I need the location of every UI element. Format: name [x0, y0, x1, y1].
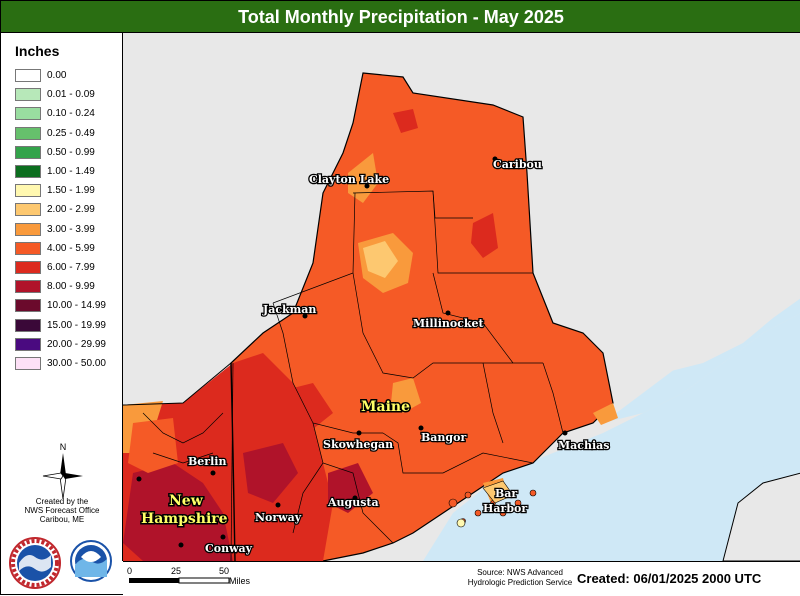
- legend-label: 0.10 - 0.24: [47, 108, 95, 120]
- source-text: Source: NWS Advanced Hydrologic Predicti…: [455, 568, 585, 588]
- agency-logos: [9, 537, 112, 589]
- credit-line-3: Caribou, ME: [39, 515, 85, 524]
- nh-vt-border: [123, 362, 232, 406]
- city-markers: [136, 156, 568, 548]
- legend-label: 0.25 - 0.49: [47, 127, 95, 139]
- heavy-rain-patch-2: [328, 463, 373, 513]
- state-label-maine: Maine: [361, 399, 410, 415]
- legend-label: 10.00 - 14.99: [47, 300, 106, 312]
- light-rain-central: [391, 378, 421, 413]
- light-rain-north-3: [363, 241, 398, 278]
- heavy-rain-nh-core: [123, 463, 233, 561]
- legend-swatch: [15, 357, 41, 370]
- legend-label: 4.00 - 5.99: [47, 242, 95, 254]
- legend-swatch: [15, 126, 41, 140]
- legend-label: 6.00 - 7.99: [47, 262, 95, 273]
- city-label-caribou: Caribou: [493, 158, 542, 171]
- nova-scotia-land: [722, 472, 800, 561]
- state-label-nh-line-2: Hampshire: [141, 511, 228, 527]
- scale-tick-25: 25: [171, 566, 182, 576]
- city-label-bar-harbor-line-1: Bar: [495, 487, 517, 500]
- legend-label: 20.00 - 29.99: [47, 338, 106, 350]
- credit-line-1: Created by the: [35, 497, 89, 506]
- city-label-bangor: Bangor: [421, 431, 466, 444]
- legend-panel: Inches 0.00 0.01 - 0.09 0.10 - 0.24 0.25 - …: [1, 33, 123, 589]
- scale-bar-icon: [129, 577, 230, 584]
- legend-swatch: [15, 337, 41, 351]
- noaa-logo-icon: [70, 540, 112, 582]
- legend-swatch: [15, 203, 41, 217]
- legend-label: 0.50 - 0.99: [47, 146, 95, 158]
- legend-swatch: [15, 299, 41, 313]
- city-label-skowhegan: Skowhegan: [323, 438, 393, 451]
- legend-swatch: [15, 184, 41, 198]
- nh-maine-border: [230, 362, 236, 561]
- legend-label: 30.00 - 50.00: [47, 358, 106, 369]
- credit-text: Created by the NWS Forecast Office Carib…: [7, 497, 117, 524]
- north-label: N: [60, 442, 67, 452]
- legend-label: 8.00 - 9.99: [47, 281, 95, 293]
- legend-swatch: [15, 69, 41, 82]
- legend-label: 2.00 - 2.99: [47, 204, 95, 216]
- legend-swatch: [15, 165, 41, 178]
- scale-tick-0: 0: [127, 566, 133, 576]
- legend-swatch: [15, 241, 41, 255]
- legend-swatch: [15, 88, 41, 102]
- legend-swatch: [15, 261, 41, 274]
- legend-swatch: [15, 318, 41, 332]
- footer-bar: 0 25 50 Miles Source: NWS Advanced Hydro…: [123, 561, 800, 596]
- legend-swatch: [15, 222, 41, 236]
- page-title: Total Monthly Precipitation - May 2025: [1, 1, 800, 33]
- nws-logo-icon: [9, 537, 61, 589]
- legend-label: 1.50 - 1.99: [47, 185, 95, 197]
- city-label-conway: Conway: [205, 542, 253, 555]
- mount-desert-island: [482, 480, 514, 504]
- light-rain-coast-2: [593, 403, 618, 425]
- source-line-1: Source: NWS Advanced: [477, 568, 563, 577]
- heavy-rain-patch-1: [243, 443, 298, 503]
- scale-tick-50: 50: [219, 566, 230, 576]
- city-label-berlin: Berlin: [188, 455, 226, 468]
- heavy-rain-north-1: [471, 213, 498, 258]
- source-line-2: Hydrologic Prediction Service: [467, 578, 573, 587]
- legend-label: 1.00 - 1.49: [47, 166, 95, 177]
- city-label-norway: Norway: [255, 511, 302, 524]
- city-label-machias: Machias: [558, 439, 610, 452]
- state-label-nh-line-1: New: [169, 493, 204, 509]
- city-label-clayton-lake: Clayton Lake: [309, 173, 389, 186]
- created-timestamp: Created: 06/01/2025 2000 UTC: [577, 571, 762, 586]
- north-arrow-icon: N: [42, 442, 83, 500]
- bar-harbor-island: [456, 518, 466, 528]
- city-label-millinocket: Millinocket: [413, 317, 485, 330]
- new-brunswick-coast: [613, 283, 800, 383]
- legend-label: 3.00 - 3.99: [47, 223, 95, 235]
- legend-swatch: [15, 145, 41, 159]
- credit-line-2: NWS Forecast Office: [24, 506, 100, 515]
- city-label-bar-harbor-line-2: Harbor: [483, 502, 527, 515]
- moderate-west-2: [128, 418, 178, 473]
- legend-label: 0.01 - 0.09: [47, 89, 95, 101]
- heavy-rain-north-2: [393, 109, 418, 133]
- legend-label: 0.00: [47, 70, 67, 81]
- city-label-jackman: Jackman: [262, 303, 316, 316]
- scale-unit: Miles: [229, 576, 251, 586]
- legend-swatch: [15, 280, 41, 294]
- ocean: [423, 313, 800, 561]
- city-label-augusta: Augusta: [327, 496, 379, 509]
- light-rain-north-1: [348, 153, 378, 203]
- heavy-rain-central: [273, 383, 333, 433]
- legend-swatch: [15, 107, 41, 121]
- legend-label: 15.00 - 19.99: [47, 319, 106, 331]
- precip-map: Clayton Lake Caribou Jackman Millinocket…: [123, 33, 800, 561]
- map-area: Clayton Lake Caribou Jackman Millinocket…: [123, 33, 800, 561]
- coastal-islands: [448, 489, 537, 524]
- legend-title: Inches: [15, 43, 60, 59]
